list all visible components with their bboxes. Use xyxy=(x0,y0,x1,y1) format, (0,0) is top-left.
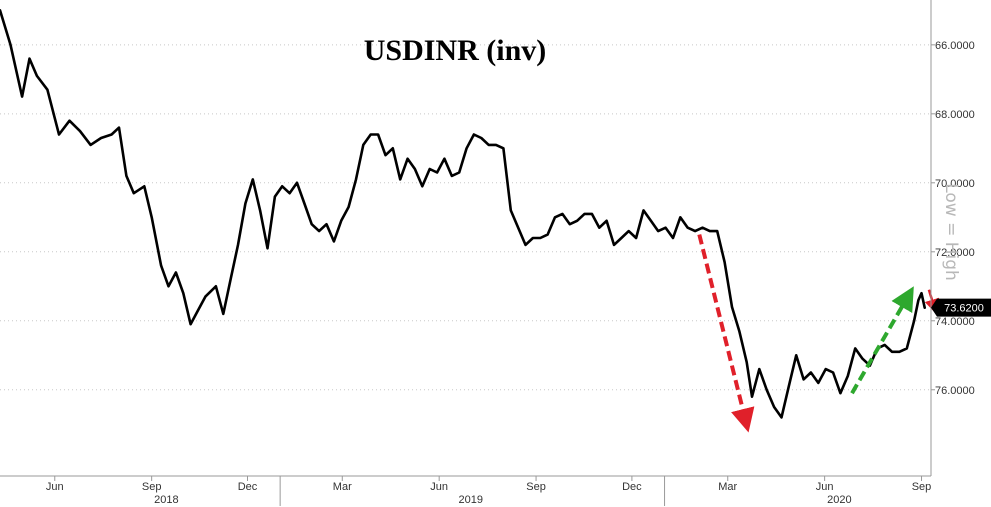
year-label-1: 2019 xyxy=(459,494,483,506)
axes xyxy=(0,0,932,477)
y-tick-label-3: 72.0000 xyxy=(935,247,975,259)
series-line-0 xyxy=(0,9,927,419)
chart-title: USDINR (inv) xyxy=(364,34,547,67)
watermark-text: Low = High xyxy=(941,183,961,281)
last-value-label: 73.6200 xyxy=(944,303,984,315)
year-label-0: 2018 xyxy=(154,494,178,506)
x-tick-label-9: Sep xyxy=(912,481,932,493)
y-tick-label-2: 70.0000 xyxy=(935,178,975,190)
y-tick-label-0: 66.0000 xyxy=(935,40,975,52)
y-tick-label-1: 68.0000 xyxy=(935,109,975,121)
y-axis-ticks: 66.0000 68.0000 70.0000 72.0000 74.0000 76.00… xyxy=(931,40,975,397)
x-tick-label-5: Sep xyxy=(526,481,546,493)
x-tick-label-1: Sep xyxy=(142,481,162,493)
year-label-2: 2020 xyxy=(827,494,851,506)
x-tick-label-4: Jun xyxy=(430,481,448,493)
y-tick-label-4: 74.0000 xyxy=(935,316,975,328)
annotation-arrow-2 xyxy=(924,289,940,315)
x-tick-label-3: Mar xyxy=(333,481,352,493)
annotation-layer xyxy=(697,234,940,433)
x-tick-label-0: Jun xyxy=(46,481,64,493)
y-tick-label-5: 76.0000 xyxy=(935,385,975,397)
annotation-arrow-1 xyxy=(850,286,914,395)
x-tick-label-8: Jun xyxy=(816,481,834,493)
x-tick-label-7: Mar xyxy=(718,481,737,493)
annotation-arrow-0 xyxy=(697,234,755,433)
x-tick-label-6: Dec xyxy=(622,481,642,493)
x-tick-label-2: Dec xyxy=(238,481,258,493)
series-layer xyxy=(0,9,927,419)
last-value-badge xyxy=(931,298,991,317)
last-value-marker: 73.6200 xyxy=(931,298,991,317)
